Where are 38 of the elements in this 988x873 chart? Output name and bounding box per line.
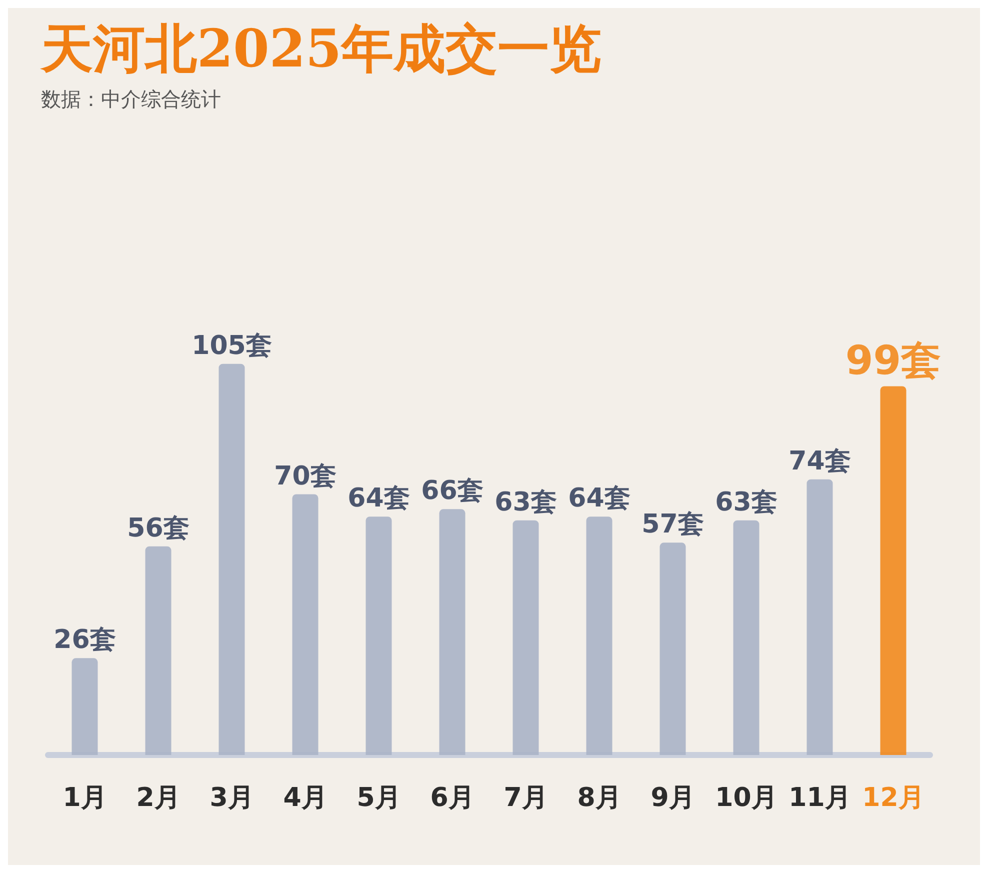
data-label: 74套 xyxy=(788,446,851,476)
data-label: 66套 xyxy=(421,476,484,506)
bar xyxy=(292,494,318,755)
data-label: 63套 xyxy=(494,487,557,518)
x-tick-label: 2月 xyxy=(136,783,180,813)
x-tick-label: 1月 xyxy=(62,783,107,813)
bar xyxy=(660,542,686,755)
data-label: 64套 xyxy=(568,484,630,514)
bar xyxy=(586,516,612,755)
bar xyxy=(72,658,98,755)
data-label: 70套 xyxy=(274,461,336,492)
x-tick-label: 3月 xyxy=(210,783,254,813)
data-label: 63套 xyxy=(715,487,778,518)
data-label: 57套 xyxy=(642,510,704,540)
data-label: 26套 xyxy=(54,625,116,656)
bar xyxy=(512,520,539,755)
x-tick-label: 6月 xyxy=(430,783,474,813)
chart-title: 天河北2025年成交一览 xyxy=(39,18,602,80)
bar xyxy=(733,520,760,755)
data-label: 64套 xyxy=(348,484,410,514)
data-label: 99套 xyxy=(845,338,942,384)
bar xyxy=(366,516,392,755)
chart-subtitle: 数据：中介综合统计 xyxy=(41,87,221,111)
x-tick-label: 4月 xyxy=(283,783,328,813)
bar xyxy=(145,546,172,755)
bar xyxy=(439,509,466,755)
bar xyxy=(218,364,245,755)
data-label: 56套 xyxy=(127,513,190,544)
bar xyxy=(880,386,906,755)
x-tick-label: 5月 xyxy=(356,783,401,813)
x-tick-label: 11月 xyxy=(788,783,851,813)
x-tick-label: 12月 xyxy=(862,783,924,813)
data-label: 105套 xyxy=(192,330,272,361)
x-tick-label: 7月 xyxy=(504,783,548,813)
bar xyxy=(806,479,833,755)
x-tick-label: 10月 xyxy=(715,783,778,813)
x-tick-label: 9月 xyxy=(650,783,695,813)
x-tick-label: 8月 xyxy=(577,783,622,813)
